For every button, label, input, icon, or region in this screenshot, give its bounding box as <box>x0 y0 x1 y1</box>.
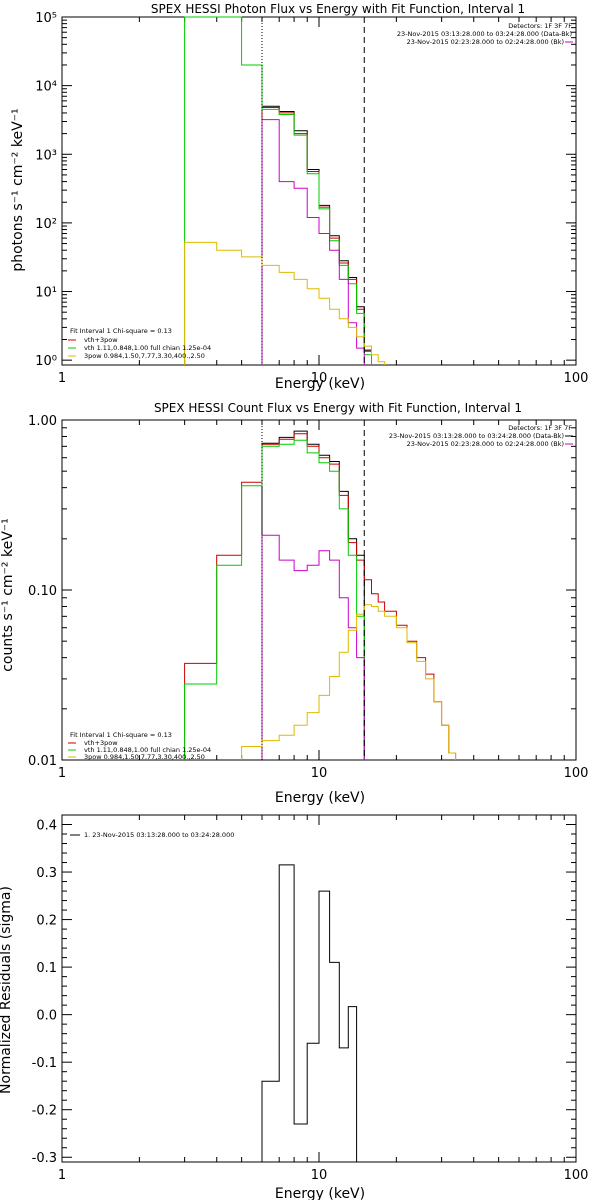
residuals-y-tick-label: -0.3 <box>32 1151 57 1166</box>
photon-green-series <box>184 16 372 365</box>
count-x-axis-label: Energy (keV) <box>275 790 365 806</box>
residuals-x-tick-label: 100 <box>564 1168 589 1183</box>
count-legend-red-label: vth+3pow <box>84 739 118 747</box>
residuals-black-series <box>261 864 358 1162</box>
photon-x-tick-label: 100 <box>564 371 589 386</box>
count-y-tick-label: 0.01 <box>28 754 57 769</box>
photon-info-bk-interval: 23-Nov-2015 02:23:28.000 to 02:24:28.000… <box>407 38 564 46</box>
residuals-y-axis-label: Normalized Residuals (sigma) <box>0 886 14 1094</box>
photon-x-axis-label: Energy (keV) <box>275 376 365 392</box>
photon-y-tick-label: 10¹ <box>35 286 57 301</box>
residuals-y-tick-label: -0.1 <box>32 1056 57 1071</box>
residuals-marks: 1 10 100 -0.3 -0.2 -0.1 0.0 0.1 0.2 0.3 0.4 <box>32 814 589 1183</box>
residuals-y-tick-label: 0.1 <box>36 961 57 976</box>
photon-y-tick-label: 10² <box>35 217 57 232</box>
photon-fit-header: Fit Interval 1 Chi-square = 0.13 <box>70 327 172 335</box>
photon-x-tick-label: 10 <box>311 371 328 386</box>
photon-y-tick-label: 10³ <box>35 148 57 163</box>
count-y-axis-label: counts s⁻¹ cm⁻² keV⁻¹ <box>0 518 16 672</box>
photon-flux-panel: SPEX HESSI Photon Flux vs Energy with Fi… <box>10 2 588 392</box>
photon-red-series <box>261 107 372 365</box>
count-info-detectors: Detectors: 1F 3F 7F <box>508 424 572 432</box>
count-x-tick-label: 1 <box>58 766 66 781</box>
residuals-y-tick-label: -0.2 <box>32 1104 57 1119</box>
photon-y-axis-label: photons s⁻¹ cm⁻² keV⁻¹ <box>10 108 26 271</box>
count-legend-green-label: vth 1.11,0.848,1.00 full chian 1.25e-04 <box>84 746 211 754</box>
photon-magenta-series <box>261 119 365 365</box>
residuals-x-axis-label: Energy (keV) <box>275 1186 365 1200</box>
photon-y-tick-label: 10⁴ <box>35 80 57 95</box>
count-black-series <box>261 430 365 760</box>
count-legend-yellow-label: 3pow 0.984,1.50,7.77,3.30,400.,2.50 <box>84 753 205 761</box>
photon-y-tick-label: 10⁵ <box>35 11 57 26</box>
photon-info-data-interval: 23-Nov-2015 03:13:28.000 to 03:24:28.000… <box>397 30 572 38</box>
count-green-series <box>184 439 365 760</box>
photon-panel-title: SPEX HESSI Photon Flux vs Energy with Fi… <box>151 2 525 16</box>
count-panel-title: SPEX HESSI Count Flux vs Energy with Fit… <box>154 401 522 415</box>
photon-x-tick-label: 1 <box>58 371 66 386</box>
count-yellow-series <box>241 604 457 760</box>
count-y-tick-label: 0.10 <box>28 584 57 599</box>
count-red-series <box>184 433 457 760</box>
photon-legend-red-label: vth+3pow <box>84 336 118 344</box>
count-fit-header: Fit Interval 1 Chi-square = 0.13 <box>70 731 172 739</box>
count-info-bk-interval: 23-Nov-2015 02:23:28.000 to 02:24:28.000… <box>407 440 564 448</box>
photon-yellow-series <box>184 241 386 365</box>
residuals-y-tick-label: 0.3 <box>36 866 57 881</box>
photon-legend-green-label: vth 1.11,0.848,1.00 full chian 1.25e-04 <box>84 344 211 352</box>
residuals-panel: Energy (keV) Normalized Residuals (sigma… <box>0 814 589 1200</box>
residuals-legend-label: 1. 23-Nov-2015 03:13:28.000 to 03:24:28.… <box>84 831 234 839</box>
count-x-tick-label: 100 <box>564 766 589 781</box>
residuals-y-tick-label: 0.0 <box>36 1009 57 1024</box>
photon-y-tick-label: 10⁰ <box>35 354 57 369</box>
count-info-data-interval: 23-Nov-2015 03:13:28.000 to 03:24:28.000… <box>389 432 564 440</box>
residuals-x-tick-label: 10 <box>311 1168 328 1183</box>
count-y-tick-label: 1.00 <box>28 414 57 429</box>
count-x-tick-label: 10 <box>311 766 328 781</box>
count-marks: 1 10 100 0.01 0.10 1.00 <box>28 414 588 781</box>
photon-marks: 1 10 100 10⁰ 10¹ 10² 10³ 10⁴ 10⁵ <box>35 11 588 386</box>
count-flux-panel: SPEX HESSI Count Flux vs Energy with Fit… <box>0 401 588 806</box>
residuals-y-tick-label: 0.2 <box>36 914 57 929</box>
count-magenta-series <box>261 534 365 760</box>
photon-info-detectors: Detectors: 1F 3F 7F <box>508 22 572 30</box>
photon-black-series <box>261 105 372 365</box>
residuals-x-tick-label: 1 <box>58 1168 66 1183</box>
residuals-y-tick-label: 0.4 <box>36 819 57 834</box>
photon-legend-yellow-label: 3pow 0.984,1.50,7.77,3.30,400.,2.50 <box>84 352 205 360</box>
